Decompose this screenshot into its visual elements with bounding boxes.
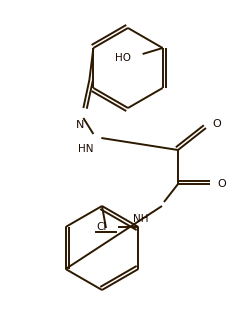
Text: O: O — [217, 179, 226, 189]
Text: HO: HO — [115, 53, 131, 63]
Text: Cl: Cl — [96, 222, 106, 232]
Text: NH: NH — [133, 214, 148, 224]
Text: N: N — [76, 120, 84, 130]
Text: O: O — [212, 119, 221, 129]
Text: HN: HN — [78, 144, 93, 154]
